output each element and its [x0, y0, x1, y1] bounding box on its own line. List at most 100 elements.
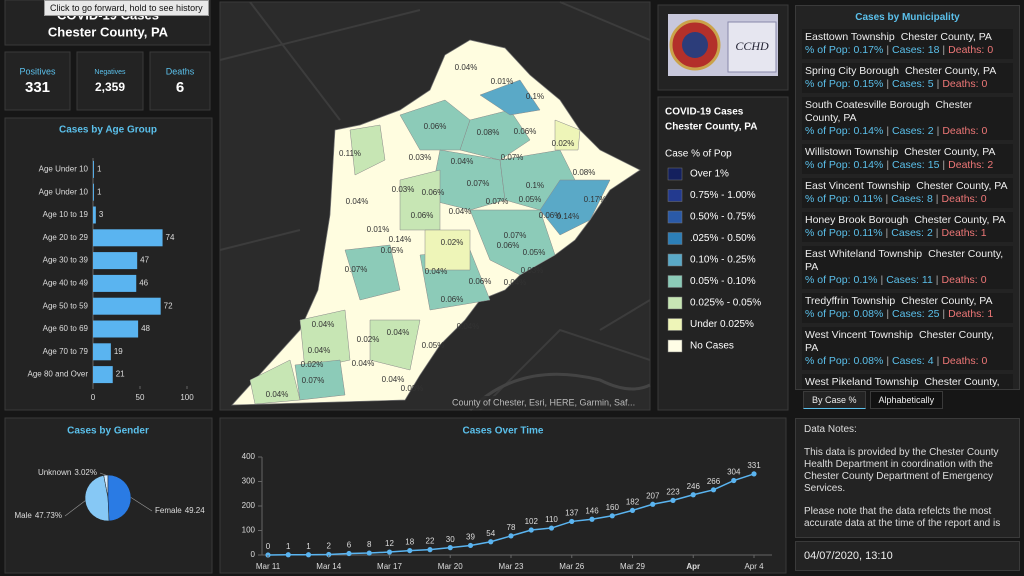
separator: | — [936, 355, 940, 367]
legend-label: 0.05% - 0.10% — [690, 276, 756, 287]
cases-value: 4 — [927, 355, 934, 367]
deaths-value: 0 — [981, 78, 988, 90]
map-label: 0.01% — [367, 225, 390, 234]
tab[interactable]: By Case % — [803, 391, 866, 409]
municipality-line: Willistown Township Chester County, PA — [805, 146, 1010, 159]
bar — [93, 229, 163, 247]
x-tick-label: Mar 20 — [438, 562, 463, 571]
map-background — [219, 1, 651, 412]
y-tick-label: 200 — [242, 501, 256, 510]
legend-title: COVID-19 Cases — [665, 107, 744, 118]
cases-value: 11 — [921, 274, 933, 286]
municipality-county: Chester County, PA — [805, 248, 1004, 273]
bar — [93, 297, 161, 315]
map-label: 0.04% — [425, 267, 448, 276]
y-tick-label: Age 40 to 49 — [43, 279, 89, 288]
pie-label-name: Female — [155, 506, 182, 515]
separator: | — [885, 227, 889, 239]
municipality-name: Willistown Township — [805, 146, 899, 158]
y-tick-label: Age 80 and Over — [28, 370, 89, 379]
y-tick-label: Age 50 to 59 — [43, 301, 89, 310]
municipality-panel: Cases by Municipality Easttown Township Ch… — [795, 5, 1020, 390]
data-label: 1 — [97, 165, 102, 174]
tab[interactable]: Alphabetically — [869, 391, 944, 409]
point — [386, 549, 393, 555]
municipality-county: Chester County, PA — [916, 180, 1008, 192]
map-label: 0.07% — [504, 231, 527, 240]
notes-paragraph: This data is provided by the Chester Cou… — [804, 447, 999, 494]
map-label: 0.14% — [389, 235, 412, 244]
data-label: 19 — [114, 347, 123, 356]
municipality-county: Chester County, PA — [914, 214, 1006, 226]
municipality-name: Spring City Borough — [805, 65, 899, 77]
bar — [93, 183, 94, 201]
y-tick-label: 100 — [242, 526, 256, 535]
cases-label: Cases: — [892, 78, 925, 90]
municipality-name: East Vincent Township — [805, 180, 911, 192]
pop-label: % of Pop: — [805, 44, 851, 56]
map-label: 0.02% — [301, 360, 324, 369]
notes-paragraph: Please note that the data refelcts the m… — [804, 506, 1001, 529]
municipality-name: West Vincent Township — [805, 329, 913, 341]
map-label: 0.07% — [486, 197, 509, 206]
data-label: 18 — [405, 538, 414, 547]
municipality-stats: % of Pop: 0.11% | Cases: 2 | Deaths: 1 — [805, 227, 1010, 240]
stat-label: Deaths — [166, 66, 195, 76]
municipality-item: Willistown Township Chester County, PA% o… — [802, 144, 1013, 174]
pop-label: % of Pop: — [805, 355, 851, 367]
municipality-county: Chester County, PA — [901, 295, 993, 307]
separator: | — [935, 274, 939, 286]
deaths-value: 0 — [980, 274, 987, 286]
cases-label: Cases: — [891, 193, 924, 205]
separator: | — [942, 308, 946, 320]
pop-value: 0.11% — [853, 193, 883, 205]
pie-label-value: 3.02% — [74, 468, 97, 477]
map-label: 0.06% — [411, 211, 434, 220]
separator: | — [880, 274, 884, 286]
map-label: 0.04% — [449, 207, 472, 216]
map-label: 0.02% — [357, 335, 380, 344]
map-label: 0.04% — [308, 346, 331, 355]
header-subtitle: Chester County, PA — [48, 24, 169, 39]
timestamp: 04/07/2020, 13:10 — [795, 541, 1020, 571]
pie-label: Unknown 3.02% — [38, 468, 97, 477]
legend-label: 0.025% - 0.05% — [690, 298, 761, 309]
map-label: 0.1% — [526, 92, 544, 101]
data-label: 223 — [666, 487, 680, 496]
bar — [93, 343, 111, 361]
map-label: 0.03% — [521, 266, 544, 275]
deaths-value: 0 — [981, 125, 988, 137]
map-label: 0.02% — [552, 139, 575, 148]
data-label: 1 — [97, 187, 102, 196]
data-label: 304 — [727, 468, 741, 477]
map-label: 0.05% — [422, 341, 445, 350]
pie-label-name: Male — [15, 511, 33, 520]
map-label: 0.04% — [312, 320, 335, 329]
gender-title: Cases by Gender — [67, 426, 149, 437]
cases-label: Cases: — [886, 274, 919, 286]
separator: | — [886, 355, 890, 367]
data-label: 0 — [266, 542, 271, 551]
data-label: 137 — [565, 509, 579, 518]
time-panel — [219, 417, 787, 574]
municipality-item: South Coatesville Borough Chester County,… — [802, 97, 1013, 140]
municipality-title: Cases by Municipality — [855, 12, 960, 23]
map-label: 0.03% — [409, 153, 432, 162]
pop-label: % of Pop: — [805, 308, 851, 320]
data-label: 72 — [164, 301, 173, 310]
legend-label: .025% - 0.50% — [690, 233, 756, 244]
municipality-county: Chester County, PA — [805, 329, 995, 354]
point — [528, 527, 534, 533]
separator: | — [886, 125, 890, 137]
data-label: 1 — [286, 542, 291, 551]
pop-label: % of Pop: — [805, 125, 851, 137]
deaths-value: 2 — [987, 159, 994, 171]
notes-title: Data Notes: — [804, 424, 857, 435]
y-tick-label: Age 60 to 69 — [43, 324, 89, 333]
legend-swatch — [667, 275, 683, 288]
y-tick-label: Age Under 10 — [39, 187, 89, 196]
bar — [93, 274, 137, 292]
cases-value: 18 — [927, 44, 940, 56]
